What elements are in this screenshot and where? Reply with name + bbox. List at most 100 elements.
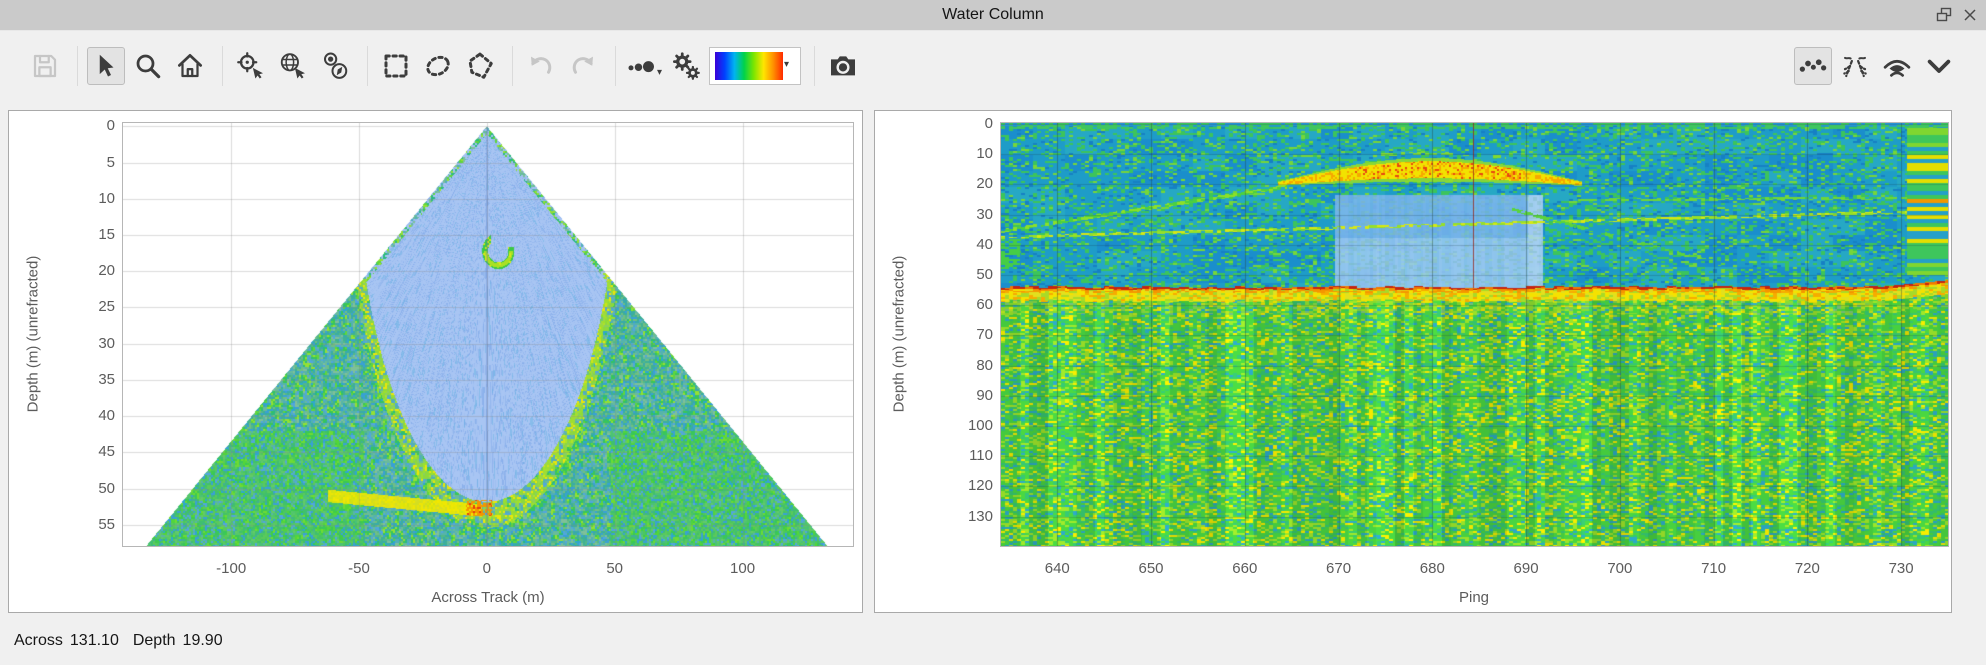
camera-icon bbox=[831, 56, 855, 76]
colormap-select[interactable]: ▾ bbox=[709, 47, 801, 85]
axis-tick-label: 660 bbox=[1232, 560, 1258, 577]
axis-tick-label: 720 bbox=[1794, 560, 1820, 577]
cursor-icon bbox=[99, 54, 114, 77]
dashed-rectangle-icon bbox=[384, 54, 408, 78]
axis-tick-label: 15 bbox=[98, 226, 115, 243]
points-mode-button[interactable] bbox=[1794, 47, 1832, 85]
axis-tick-label: 60 bbox=[976, 296, 993, 314]
save-button[interactable] bbox=[26, 47, 64, 85]
axis-tick-label: 100 bbox=[730, 560, 756, 577]
globe-cursor-icon bbox=[280, 53, 305, 79]
axis-tick-label: 50 bbox=[976, 265, 993, 283]
axis-tick-label: 10 bbox=[98, 189, 115, 207]
toolbar-separator bbox=[512, 46, 513, 86]
depth-value: 19.90 bbox=[182, 632, 223, 649]
redo-icon bbox=[572, 56, 593, 74]
settings-button[interactable] bbox=[667, 47, 705, 85]
view-mode-group bbox=[1794, 47, 1962, 85]
axis-tick-label: 25 bbox=[98, 298, 115, 316]
window-title: Water Column bbox=[942, 6, 1044, 23]
axis-tick-label: 40 bbox=[976, 235, 993, 253]
polygon-select-button[interactable] bbox=[461, 47, 499, 85]
axis-tick-label: 110 bbox=[969, 447, 993, 465]
gears-icon bbox=[673, 52, 700, 80]
dashed-ellipse-icon bbox=[426, 55, 450, 77]
fan-x-axis-title: Across Track (m) bbox=[431, 589, 545, 606]
axis-tick-label: 0 bbox=[482, 560, 492, 577]
axis-tick-label: -50 bbox=[348, 560, 370, 577]
ellipse-select-button[interactable] bbox=[419, 47, 457, 85]
chevron-down-icon bbox=[1927, 59, 1951, 73]
dots-icon bbox=[628, 61, 654, 73]
toolbar-separator bbox=[615, 46, 616, 86]
zoom-extents-button[interactable] bbox=[274, 47, 312, 85]
dropdown-caret-icon: ▾ bbox=[784, 59, 790, 70]
dots-arc-icon bbox=[1799, 59, 1827, 72]
toolbar-separator bbox=[367, 46, 368, 86]
axis-tick-label: 700 bbox=[1607, 560, 1633, 577]
target-compass-icon bbox=[324, 52, 348, 79]
toolbar-separator bbox=[222, 46, 223, 86]
depth-label: Depth bbox=[132, 632, 176, 649]
stacked-mode-button[interactable] bbox=[1878, 47, 1916, 85]
axis-tick-label: 0 bbox=[106, 117, 115, 135]
axis-tick-label: 640 bbox=[1044, 560, 1070, 577]
close-window-button[interactable] bbox=[1960, 5, 1980, 25]
axis-tick-label: 40 bbox=[98, 407, 115, 425]
axis-tick-label: 70 bbox=[976, 326, 993, 344]
axis-tick-label: 690 bbox=[1513, 560, 1539, 577]
undo-button[interactable] bbox=[522, 47, 560, 85]
axis-tick-label: 80 bbox=[976, 356, 993, 374]
axis-tick-label: 30 bbox=[976, 205, 993, 223]
redo-button[interactable] bbox=[564, 47, 602, 85]
center-view-button[interactable] bbox=[316, 47, 354, 85]
dropdown-caret-icon: ▾ bbox=[656, 67, 662, 78]
axis-tick-label: 35 bbox=[98, 370, 115, 388]
axis-tick-label: 5 bbox=[106, 153, 115, 171]
axis-tick-label: 20 bbox=[98, 262, 115, 280]
axis-tick-label: 650 bbox=[1138, 560, 1164, 577]
ping-x-axis-title: Ping bbox=[1458, 589, 1490, 606]
zoom-to-point-button[interactable] bbox=[232, 47, 270, 85]
axis-tick-label: 50 bbox=[98, 479, 115, 497]
axis-tick-label: 20 bbox=[976, 175, 993, 193]
fan-mode-button[interactable] bbox=[1836, 47, 1874, 85]
float-window-button[interactable] bbox=[1934, 5, 1954, 25]
axis-tick-label: 55 bbox=[98, 515, 115, 533]
point-size-button[interactable]: ▾ bbox=[625, 47, 663, 85]
axis-tick-label: 710 bbox=[1701, 560, 1727, 577]
fan-view-panel: Depth (m) (unrefracted) Across Track (m)… bbox=[8, 110, 863, 613]
axis-tick-label: 10 bbox=[976, 145, 993, 163]
ping-view-panel: Depth (m) (unrefracted) Ping 640 650 660 67… bbox=[874, 110, 1952, 613]
fan-view-canvas[interactable] bbox=[123, 123, 853, 546]
across-value: 131.10 bbox=[69, 632, 119, 649]
collapse-panel-button[interactable] bbox=[1920, 47, 1958, 85]
dashed-polygon-icon bbox=[468, 52, 493, 79]
titlebar: Water Column bbox=[0, 0, 1986, 31]
axis-tick-label: 50 bbox=[606, 560, 624, 577]
ping-view-canvas[interactable] bbox=[1001, 123, 1948, 546]
ping-y-axis-title: Depth (m) (unrefracted) bbox=[890, 255, 908, 413]
axis-tick-label: 120 bbox=[967, 477, 993, 495]
axis-tick-label: 90 bbox=[976, 386, 993, 404]
close-icon bbox=[1964, 9, 1976, 21]
axis-tick-label: -100 bbox=[216, 560, 247, 577]
fan-icon bbox=[1843, 56, 1867, 78]
undo-icon bbox=[531, 56, 552, 74]
axis-tick-label: 100 bbox=[967, 417, 993, 435]
fan-y-axis-title: Depth (m) (unrefracted) bbox=[24, 255, 42, 413]
rectangle-select-button[interactable] bbox=[377, 47, 415, 85]
axis-tick-label: 30 bbox=[98, 334, 115, 352]
axis-tick-label: 680 bbox=[1419, 560, 1445, 577]
snapshot-button[interactable] bbox=[824, 47, 862, 85]
home-view-button[interactable] bbox=[171, 47, 209, 85]
axis-tick-label: 45 bbox=[98, 443, 115, 461]
float-icon bbox=[1936, 7, 1952, 22]
ping-plot-area bbox=[1000, 122, 1949, 547]
toolbar-separator bbox=[77, 46, 78, 86]
select-tool-button[interactable] bbox=[87, 47, 125, 85]
zoom-tool-button[interactable] bbox=[129, 47, 167, 85]
home-icon bbox=[178, 54, 202, 78]
axis-tick-label: 0 bbox=[984, 114, 993, 132]
